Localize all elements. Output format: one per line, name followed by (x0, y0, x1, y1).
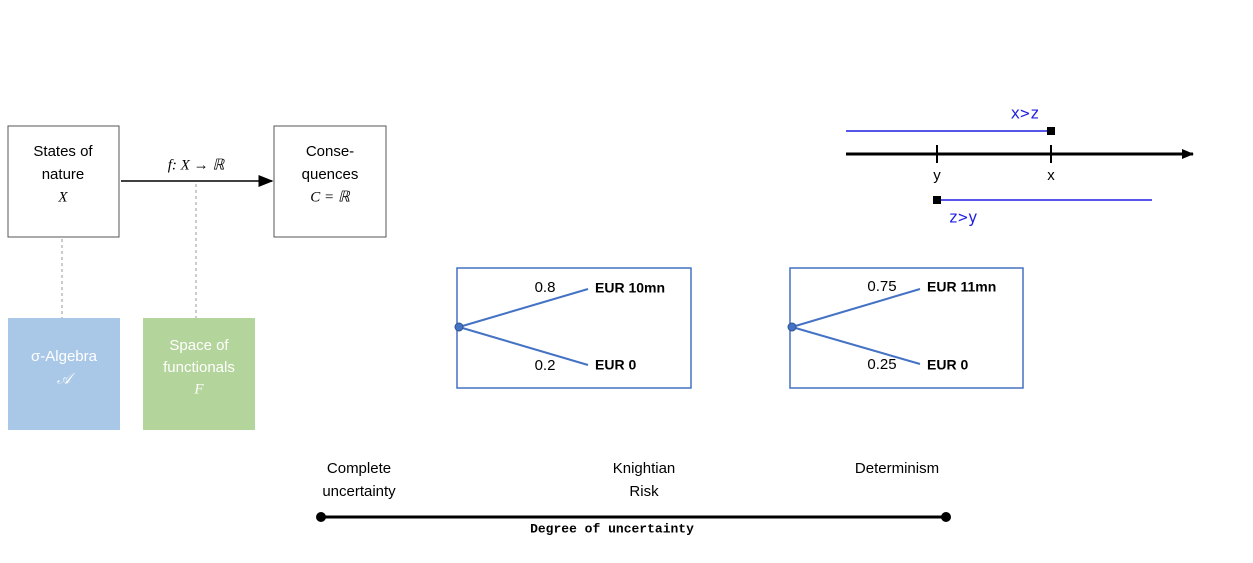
scale-label: Complete (327, 460, 391, 477)
scale-label: Determinism (855, 460, 939, 477)
outcome: EUR 11mn (927, 279, 996, 295)
node (454, 322, 464, 332)
sigma-box (8, 318, 120, 430)
lottery-box (789, 267, 1024, 389)
consequences-box (273, 125, 387, 238)
endpoint (933, 196, 941, 204)
box-text: Space of (169, 337, 229, 354)
probability: 0.75 (867, 278, 896, 295)
relation-label: z>y (949, 208, 978, 227)
box-text: F (193, 381, 204, 397)
box-text: quences (302, 166, 359, 183)
endpoint (1047, 127, 1055, 135)
probability: 0.25 (867, 356, 896, 373)
outcome: EUR 0 (927, 357, 968, 373)
outcome: EUR 0 (595, 357, 636, 373)
box-text: C = ℝ (310, 189, 351, 205)
point-label: x (1047, 167, 1055, 184)
branch (458, 326, 589, 366)
box-text: functionals (163, 359, 235, 376)
box-text: σ-Algebra (31, 348, 98, 365)
scale-label: uncertainty (322, 483, 396, 500)
point-label: y (933, 167, 941, 184)
box-text: X (57, 189, 68, 205)
lottery-box (456, 267, 692, 389)
branch (458, 288, 589, 328)
box-text: States of (33, 143, 93, 160)
relation-label: x>z (1011, 104, 1040, 123)
box-text: Conse- (306, 143, 354, 160)
lottery: 0.75 EUR 11mn 0.25 EUR 0 (787, 267, 1024, 389)
branch (791, 288, 921, 328)
scale-end (316, 512, 326, 522)
scale-end (941, 512, 951, 522)
functionals-box (143, 318, 255, 430)
branch (791, 326, 921, 365)
box-text: nature (42, 166, 85, 183)
outcome: EUR 10mn (595, 280, 665, 296)
probability: 0.2 (535, 357, 556, 374)
scale-label: Knightian (613, 460, 676, 477)
map-label: f: X → ℝ (168, 157, 226, 173)
states-box (7, 125, 120, 238)
node (787, 322, 797, 332)
scale-label: Risk (629, 483, 659, 500)
lottery: 0.8 EUR 10mn 0.2 EUR 0 (454, 267, 692, 389)
scale-title: Degree of uncertainty (530, 521, 694, 536)
probability: 0.8 (535, 279, 556, 296)
